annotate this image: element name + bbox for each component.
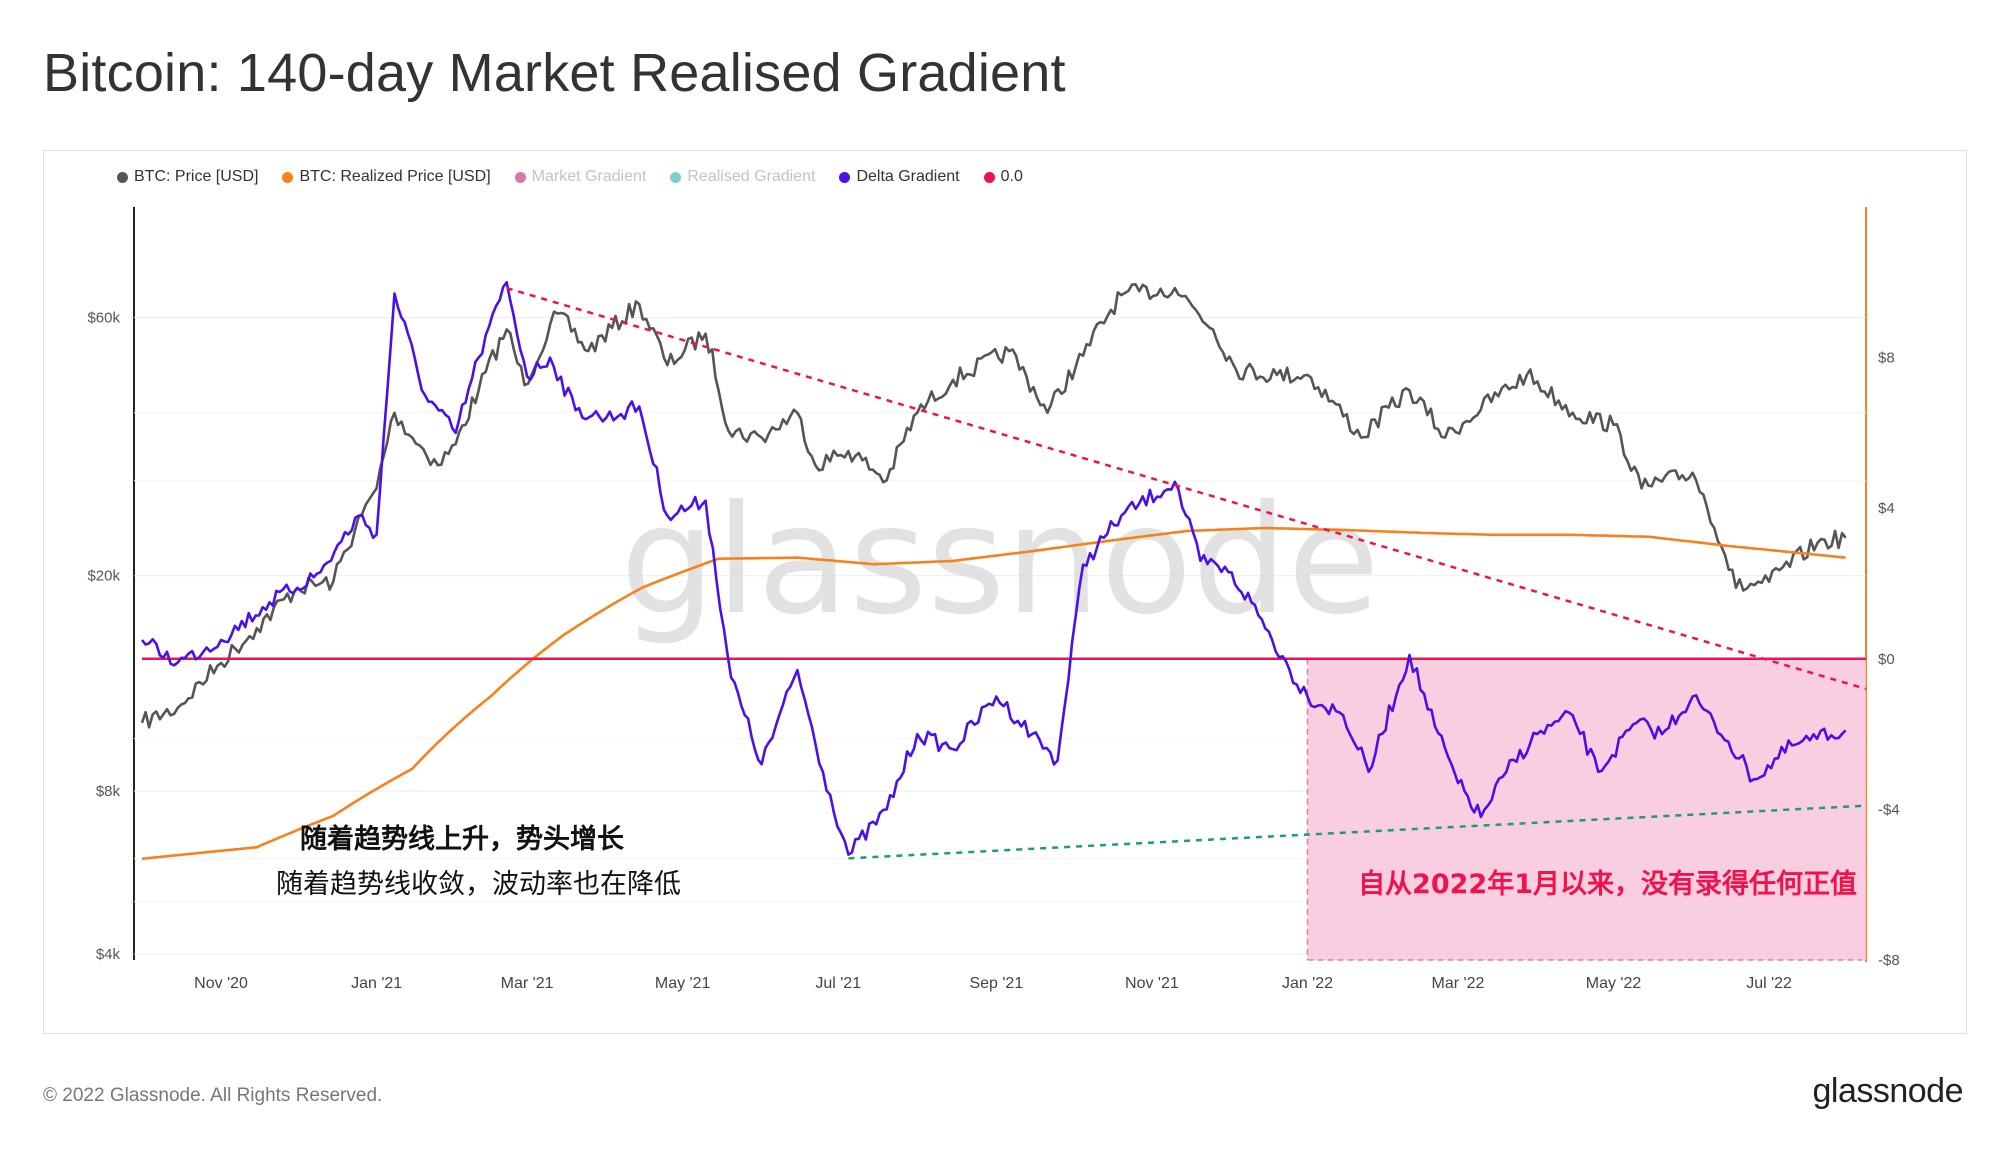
annotation-momentum: 随着趋势线上升，势头增长 xyxy=(300,823,625,855)
y-right-tick-label: $4 xyxy=(1878,500,1895,517)
legend-item-price[interactable]: BTC: Price [USD] xyxy=(117,168,258,186)
legend-label: Market Gradient xyxy=(531,168,647,185)
x-tick-label: Sep '21 xyxy=(969,975,1023,992)
ascending-trendline xyxy=(848,804,1867,860)
legend-label: Realised Gradient xyxy=(687,168,816,185)
legend-dot-icon xyxy=(670,171,682,183)
x-tick-label: Nov '21 xyxy=(1125,975,1179,992)
legend-dot-icon xyxy=(117,171,128,183)
x-tick-label: Jan '22 xyxy=(1282,975,1333,992)
y-left-tick-label: $4k xyxy=(96,946,121,963)
legend-item-realized[interactable]: BTC: Realized Price [USD] xyxy=(282,168,491,186)
legend-dot-icon xyxy=(983,171,995,183)
legend-dot-icon xyxy=(839,171,851,183)
x-tick-label: Nov '20 xyxy=(194,975,248,992)
y-left-tick-label: $20k xyxy=(87,568,120,585)
btc-price-line xyxy=(140,283,1847,729)
legend-dot-icon xyxy=(514,171,526,183)
page-title: Bitcoin: 140-day Market Realised Gradien… xyxy=(43,43,1066,103)
descending-trendline xyxy=(506,286,1867,691)
x-tick-label: Jan '21 xyxy=(351,975,402,992)
annotation-volatility: 随着趋势线收敛，波动率也在降低 xyxy=(276,869,681,900)
copyright: © 2022 Glassnode. All Rights Reserved. xyxy=(43,1085,383,1106)
legend-label: BTC: Realized Price [USD] xyxy=(299,168,491,185)
y-right-tick-label: -$8 xyxy=(1878,952,1900,969)
y-left-tick-label: $60k xyxy=(87,309,120,326)
y-right-tick-label: $8 xyxy=(1878,350,1895,367)
x-tick-label: Jul '22 xyxy=(1746,975,1792,992)
x-tick-label: Jul '21 xyxy=(815,975,861,992)
brand-logo[interactable]: glassnode xyxy=(1812,1072,1963,1110)
x-tick-label: May '21 xyxy=(655,975,711,992)
legend-label: Delta Gradient xyxy=(856,168,960,185)
chart-legend: BTC: Price [USD] BTC: Realized Price [US… xyxy=(117,168,1023,186)
legend-item-realised-gradient[interactable]: Realised Gradient xyxy=(670,168,815,186)
legend-item-market-gradient[interactable]: Market Gradient xyxy=(514,168,647,186)
realized-price-line xyxy=(141,526,1846,860)
y-right-tick-label: -$4 xyxy=(1878,801,1900,818)
annotation-no-positive: 自从2022年1月以来，没有录得任何正值 xyxy=(1358,868,1857,900)
legend-label: 0.0 xyxy=(1000,168,1023,185)
y-left-tick-label: $8k xyxy=(96,783,121,800)
delta-gradient-line xyxy=(140,281,1847,856)
x-tick-label: Mar '22 xyxy=(1432,975,1485,992)
x-tick-label: Mar '21 xyxy=(501,975,554,992)
legend-item-zero[interactable]: 0.0 xyxy=(983,168,1023,186)
watermark-text: glassnode xyxy=(620,474,1379,648)
x-tick-label: May '22 xyxy=(1586,975,1642,992)
legend-dot-icon xyxy=(282,171,294,183)
y-right-tick-label: $0 xyxy=(1878,651,1895,668)
legend-item-delta-gradient[interactable]: Delta Gradient xyxy=(839,168,960,186)
legend-label: BTC: Price [USD] xyxy=(134,168,259,185)
negative-zone-shade xyxy=(1307,658,1866,960)
